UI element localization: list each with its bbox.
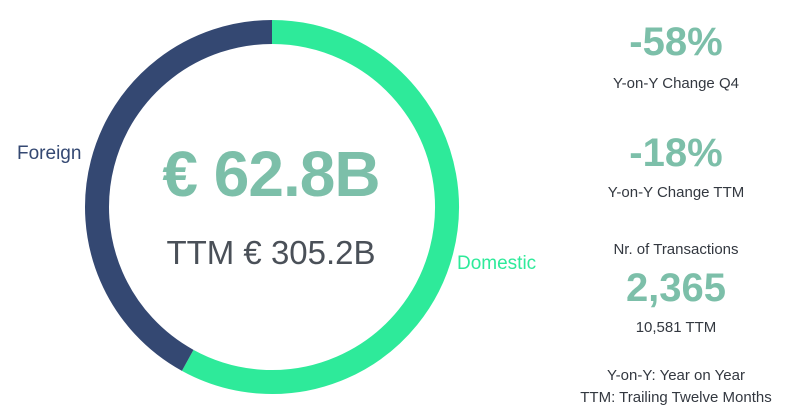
kpi-yoy-ttm-value: -18% (629, 131, 723, 175)
transactions-value: 2,365 (625, 266, 727, 310)
legend-label-foreign: Foreign (17, 143, 82, 164)
transactions-title: Nr. of Transactions (613, 241, 739, 258)
center-total-value: € 62.8B (162, 138, 380, 210)
footnote-ttm: TTM: Trailing Twelve Months (580, 389, 772, 406)
kpi-yoy-q4-value: -58% (629, 20, 723, 64)
kpi-yoy-ttm-caption: Y-on-Y Change TTM (607, 184, 745, 201)
legend-label-domestic: Domestic (457, 253, 537, 274)
kpi-yoy-q4-caption: Y-on-Y Change Q4 (613, 75, 739, 92)
footnote-yoy: Y-on-Y: Year on Year (607, 367, 745, 384)
kpi-panel: -58% Y-on-Y Change Q4 -18% Y-on-Y Change… (567, 0, 785, 417)
center-ttm-value: TTM € 305.2B (166, 234, 376, 271)
donut-slice-domestic (181, 20, 459, 394)
transactions-ttm: 10,581 TTM (635, 319, 717, 336)
donut-slices (85, 20, 459, 394)
donut-slice-foreign (85, 20, 273, 371)
